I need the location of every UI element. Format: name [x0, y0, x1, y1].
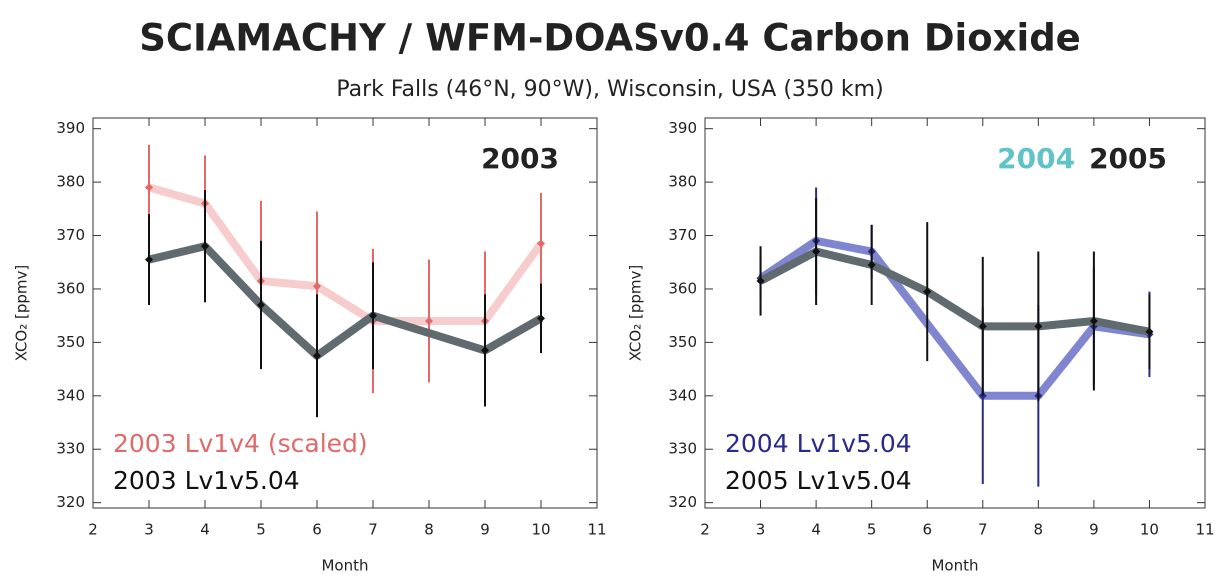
x-tick-label: 2 [700, 521, 710, 539]
x-tick-label: 4 [200, 521, 210, 539]
data-point [1089, 317, 1098, 326]
y-tick-label: 370 [668, 226, 697, 244]
x-tick-label: 6 [922, 521, 932, 539]
x-tick-label: 7 [368, 521, 378, 539]
data-point [313, 282, 321, 291]
y-tick-label: 380 [668, 173, 697, 191]
data-point [1145, 327, 1154, 336]
y-tick-label: 350 [668, 333, 697, 351]
data-point [812, 247, 821, 256]
x-tick-label: 6 [312, 521, 322, 539]
x-tick-label: 11 [587, 521, 606, 539]
data-point [481, 346, 489, 355]
x-tick-label: 3 [756, 521, 766, 539]
y-axis-label: XCO₂ [ppmv] [13, 265, 31, 361]
data-point [537, 314, 545, 323]
y-tick-label: 330 [668, 440, 697, 458]
y-tick-label: 390 [56, 119, 85, 137]
legend-entry: 2003 Lv1v4 (scaled) [113, 429, 368, 458]
y-tick-label: 340 [56, 386, 85, 404]
data-point [201, 242, 209, 251]
y-tick-label: 360 [56, 279, 85, 297]
y-tick-label: 330 [56, 440, 85, 458]
x-tick-label: 3 [144, 521, 154, 539]
data-point [145, 255, 153, 264]
y-tick-label: 320 [668, 493, 697, 511]
plot-frame [92, 117, 598, 509]
x-tick-label: 10 [1140, 521, 1159, 539]
x-axis-label: Month [931, 557, 978, 575]
data-point [867, 260, 876, 269]
y-tick-label: 370 [56, 226, 85, 244]
y-tick-label: 380 [56, 173, 85, 191]
legend-entry: 2005 Lv1v5.04 [725, 466, 912, 495]
annotation: 2004 [997, 142, 1075, 175]
chart-title: SCIAMACHY / WFM-DOASv0.4 Carbon Dioxide [139, 17, 1081, 60]
data-point [978, 322, 987, 331]
data-point [257, 300, 265, 309]
y-tick-label: 350 [56, 333, 85, 351]
x-tick-label: 8 [424, 521, 434, 539]
x-axis-label: Month [321, 557, 368, 575]
x-tick-label: 5 [867, 521, 877, 539]
y-tick-label: 360 [668, 279, 697, 297]
annotation: 2005 [1089, 142, 1167, 175]
legend-entry: 2004 Lv1v5.04 [725, 429, 912, 458]
x-tick-label: 2 [88, 521, 98, 539]
data-point [537, 239, 545, 248]
x-tick-label: 5 [256, 521, 266, 539]
y-tick-label: 390 [668, 119, 697, 137]
chart-subtitle: Park Falls (46°N, 90°W), Wisconsin, USA … [336, 77, 883, 102]
data-point [756, 276, 765, 285]
data-point [425, 317, 433, 326]
data-point [369, 311, 377, 320]
x-tick-label: 9 [480, 521, 490, 539]
x-tick-label: 9 [1089, 521, 1099, 539]
x-tick-label: 11 [1195, 521, 1214, 539]
data-point [1034, 322, 1043, 331]
plot-frame [704, 117, 1206, 509]
x-tick-label: 10 [531, 521, 550, 539]
x-tick-label: 8 [1034, 521, 1044, 539]
data-point [313, 351, 321, 360]
data-point [923, 287, 932, 296]
series-line [147, 183, 545, 326]
y-tick-label: 340 [668, 386, 697, 404]
x-tick-label: 4 [811, 521, 821, 539]
x-tick-label: 7 [978, 521, 988, 539]
legend-entry: 2003 Lv1v5.04 [113, 466, 300, 495]
annotation: 2003 [481, 142, 559, 175]
y-tick-label: 320 [56, 493, 85, 511]
data-point [145, 183, 153, 192]
y-axis-label: XCO₂ [ppmv] [627, 265, 645, 361]
series-line [758, 247, 1151, 336]
